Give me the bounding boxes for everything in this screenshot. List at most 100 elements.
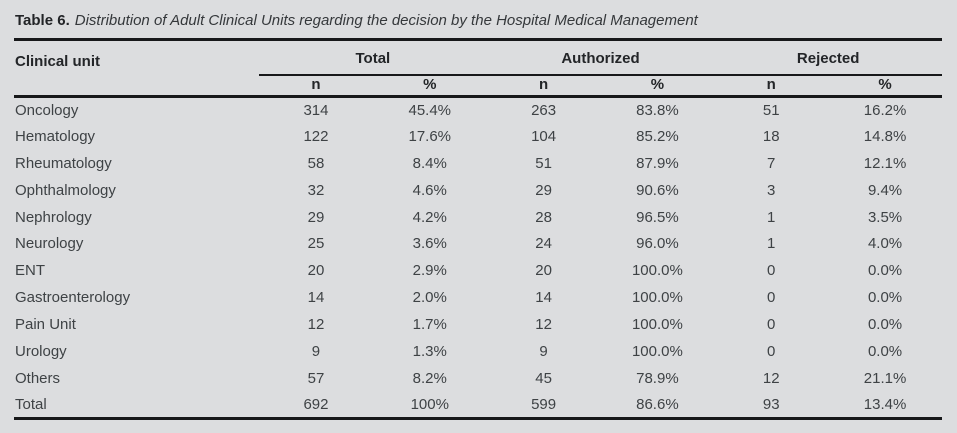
table-row-total: Total 692 100% 599 86.6% 93 13.4%	[14, 391, 942, 421]
clinical-unit-cell: Hematology	[15, 127, 96, 145]
value-cell: 13.4%	[828, 391, 942, 421]
value-cell: 14	[307, 289, 325, 307]
clinical-unit-cell: Others	[15, 369, 61, 387]
column-header-authorized-pct: %	[600, 74, 715, 98]
value-cell: 4.2%	[412, 208, 447, 226]
clinical-unit-cell: Nephrology	[15, 208, 92, 226]
value-cell: 100.0%	[631, 342, 683, 360]
value-cell: 1	[767, 235, 776, 253]
table-row: Others 57 8.2% 45 78.9% 12 21.1%	[14, 365, 942, 392]
column-header-rejected-n: n	[714, 74, 829, 98]
table-row: Rheumatology 58 8.4% 51 87.9% 7 12.1%	[14, 150, 942, 177]
value-cell: 12.1%	[863, 154, 907, 172]
clinical-unit-cell: ENT	[15, 262, 45, 280]
value-cell: 93	[714, 391, 829, 421]
value-cell: 83.8%	[636, 101, 679, 119]
sub-header-row: n % n % n %	[14, 74, 942, 98]
value-cell: 692	[259, 391, 373, 421]
value-cell: 16.2%	[863, 101, 907, 119]
value-cell: 9.4%	[867, 181, 903, 199]
value-cell: 32	[307, 181, 325, 199]
value-cell: 12	[307, 316, 325, 334]
value-cell: 2.0%	[412, 289, 447, 307]
clinical-unit-cell: Total	[14, 391, 260, 421]
value-cell: 21.1%	[863, 369, 907, 387]
value-cell: 87.9%	[636, 154, 679, 172]
column-group-authorized: Authorized	[486, 38, 715, 76]
column-header-clinical-unit: Clinical unit	[14, 38, 260, 98]
column-header-total-n: n	[259, 74, 373, 98]
value-cell: 2.9%	[412, 262, 447, 280]
clinical-unit-cell: Neurology	[15, 235, 84, 253]
value-cell: 0	[767, 289, 776, 307]
table-caption-label: Table 6.	[15, 12, 70, 29]
value-cell: 1.3%	[412, 342, 447, 360]
column-group-rejected: Rejected	[714, 38, 942, 76]
value-cell: 14.8%	[863, 127, 907, 145]
table-row: Gastroenterology 14 2.0% 14 100.0% 0 0.0%	[14, 284, 942, 311]
clinical-unit-cell: Oncology	[15, 101, 79, 119]
value-cell: 3.5%	[867, 208, 903, 226]
value-cell: 28	[535, 208, 552, 226]
value-cell: 314	[303, 101, 329, 119]
value-cell: 8.2%	[412, 369, 447, 387]
value-cell: 104	[531, 127, 557, 145]
table-body: Oncology 314 45.4% 263 83.8% 51 16.2% Hematolog…	[14, 96, 942, 421]
value-cell: 4.6%	[412, 181, 447, 199]
value-cell: 0.0%	[867, 262, 903, 280]
value-cell: 0	[767, 316, 776, 334]
column-header-rejected-pct: %	[828, 74, 942, 98]
value-cell: 100.0%	[631, 262, 683, 280]
table-row: Hematology 122 17.6% 104 85.2% 18 14.8%	[14, 123, 942, 150]
value-cell: 3	[767, 181, 776, 199]
clinical-unit-cell: Gastroenterology	[15, 289, 131, 307]
value-cell: 24	[535, 235, 552, 253]
value-cell: 0.0%	[867, 342, 903, 360]
clinical-units-table: Clinical unit Total Authorized Rejected …	[14, 38, 942, 421]
value-cell: 599	[486, 391, 601, 421]
value-cell: 25	[307, 235, 325, 253]
value-cell: 78.9%	[636, 369, 679, 387]
value-cell: 0.0%	[867, 316, 903, 334]
table-row: Pain Unit 12 1.7% 12 100.0% 0 0.0%	[14, 311, 942, 338]
value-cell: 51	[762, 101, 780, 119]
value-cell: 17.6%	[408, 127, 452, 145]
value-cell: 57	[307, 369, 325, 387]
value-cell: 29	[535, 181, 552, 199]
table-row: Oncology 314 45.4% 263 83.8% 51 16.2%	[14, 96, 942, 123]
table-row: Ophthalmology 32 4.6% 29 90.6% 3 9.4%	[14, 177, 942, 204]
clinical-unit-cell: Pain Unit	[15, 316, 76, 334]
value-cell: 0.0%	[867, 289, 903, 307]
value-cell: 8.4%	[412, 154, 447, 172]
value-cell: 263	[531, 101, 557, 119]
value-cell: 29	[307, 208, 325, 226]
group-header-row: Clinical unit Total Authorized Rejected	[14, 38, 942, 98]
value-cell: 96.5%	[636, 208, 679, 226]
value-cell: 100%	[372, 391, 487, 421]
value-cell: 45	[535, 369, 552, 387]
value-cell: 4.0%	[867, 235, 903, 253]
value-cell: 86.6%	[600, 391, 715, 421]
table-row: Urology 9 1.3% 9 100.0% 0 0.0%	[14, 338, 942, 365]
value-cell: 3.6%	[412, 235, 447, 253]
value-cell: 1.7%	[412, 316, 447, 334]
value-cell: 7	[767, 154, 776, 172]
value-cell: 100.0%	[631, 316, 683, 334]
value-cell: 9	[539, 342, 548, 360]
value-cell: 96.0%	[636, 235, 679, 253]
table-row: Nephrology 29 4.2% 28 96.5% 1 3.5%	[14, 204, 942, 231]
value-cell: 18	[762, 127, 780, 145]
value-cell: 14	[535, 289, 552, 307]
table-row: Neurology 25 3.6% 24 96.0% 1 4.0%	[14, 230, 942, 257]
value-cell: 90.6%	[636, 181, 679, 199]
clinical-unit-cell: Urology	[15, 342, 67, 360]
value-cell: 12	[762, 369, 780, 387]
value-cell: 9	[311, 342, 321, 360]
column-header-authorized-n: n	[486, 74, 601, 98]
table-caption-text: Distribution of Adult Clinical Units reg…	[74, 12, 698, 29]
clinical-unit-cell: Rheumatology	[15, 154, 112, 172]
value-cell: 100.0%	[631, 289, 683, 307]
value-cell: 1	[767, 208, 776, 226]
column-group-total: Total	[259, 38, 487, 76]
